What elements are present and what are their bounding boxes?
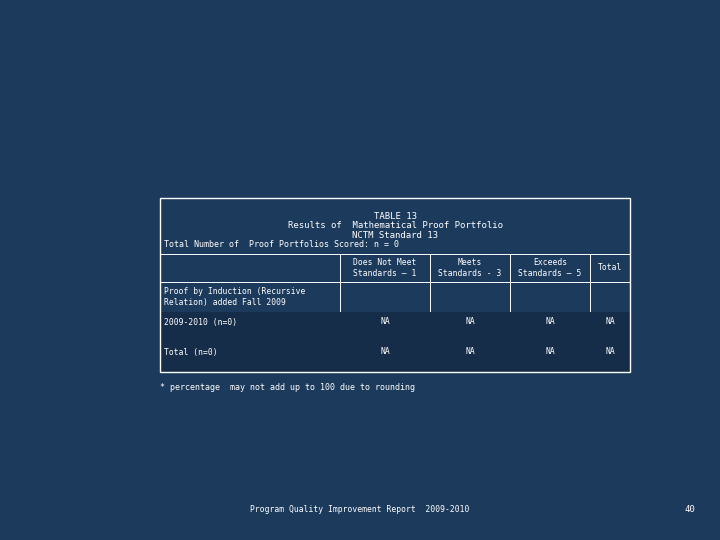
Text: NA: NA — [545, 318, 555, 327]
Text: Total (n=0): Total (n=0) — [163, 348, 217, 356]
Text: NA: NA — [380, 318, 390, 327]
Text: NA: NA — [465, 318, 475, 327]
Text: Proof by Induction (Recursive
Relation) added Fall 2009: Proof by Induction (Recursive Relation) … — [163, 287, 305, 307]
Text: Total: Total — [598, 264, 622, 273]
Text: Exceeds
Standards – 5: Exceeds Standards – 5 — [518, 258, 582, 278]
Text: NA: NA — [605, 348, 615, 356]
Text: NA: NA — [465, 348, 475, 356]
Text: Total Number of  Proof Portfolios Scored: n = 0: Total Number of Proof Portfolios Scored:… — [163, 240, 399, 248]
Text: * percentage  may not add up to 100 due to rounding: * percentage may not add up to 100 due t… — [160, 383, 415, 393]
Text: NCTM Standard 13: NCTM Standard 13 — [352, 231, 438, 240]
Text: Program Quality Improvement Report  2009-2010: Program Quality Improvement Report 2009-… — [251, 505, 469, 515]
Text: NA: NA — [380, 348, 390, 356]
Text: Results of  Mathematical Proof Portfolio: Results of Mathematical Proof Portfolio — [287, 221, 503, 231]
Text: TABLE 13: TABLE 13 — [374, 212, 416, 221]
Text: 40: 40 — [684, 505, 695, 515]
Text: Meets
Standards - 3: Meets Standards - 3 — [438, 258, 502, 278]
Text: NA: NA — [545, 348, 555, 356]
Text: NA: NA — [605, 318, 615, 327]
Text: 2009-2010 (n=0): 2009-2010 (n=0) — [163, 318, 237, 327]
Text: Does Not Meet
Standards – 1: Does Not Meet Standards – 1 — [354, 258, 417, 278]
